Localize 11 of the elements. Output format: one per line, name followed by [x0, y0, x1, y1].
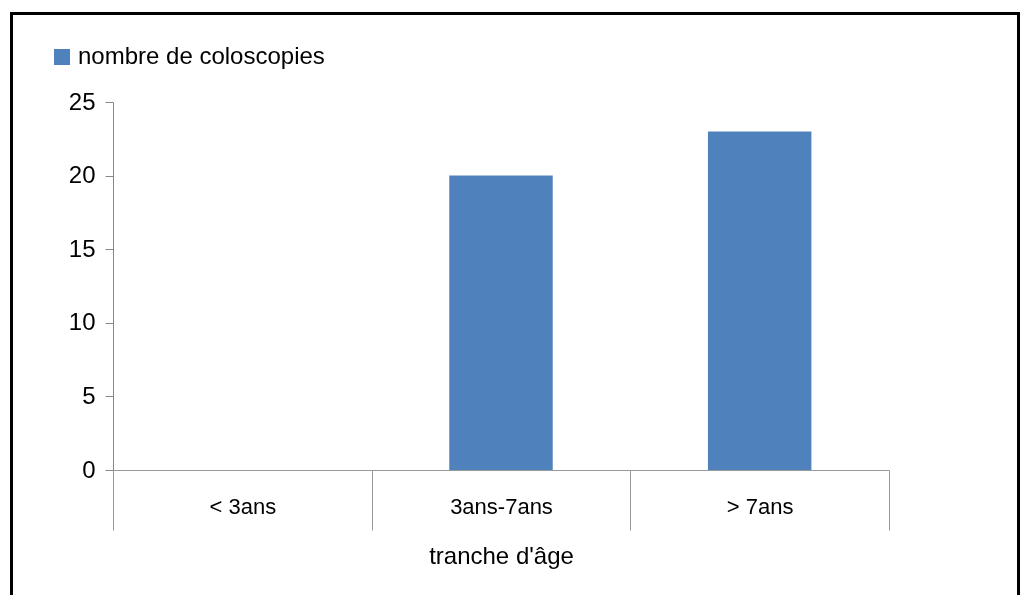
y-tick-label: 0	[82, 455, 96, 483]
y-tick-label: 15	[68, 234, 96, 262]
x-tick-label: 3ans-7ans	[450, 493, 553, 519]
y-tick-label: 10	[68, 308, 96, 336]
y-tick-label: 25	[68, 87, 96, 115]
legend-label: nombre de coloscopies	[78, 42, 325, 69]
y-tick-label: 20	[68, 161, 96, 189]
x-axis-title: tranche d'âge	[429, 542, 574, 569]
x-tick-label: < 3ans	[209, 493, 277, 519]
x-tick-label: > 7ans	[726, 493, 794, 519]
y-tick-label: 5	[82, 381, 96, 409]
